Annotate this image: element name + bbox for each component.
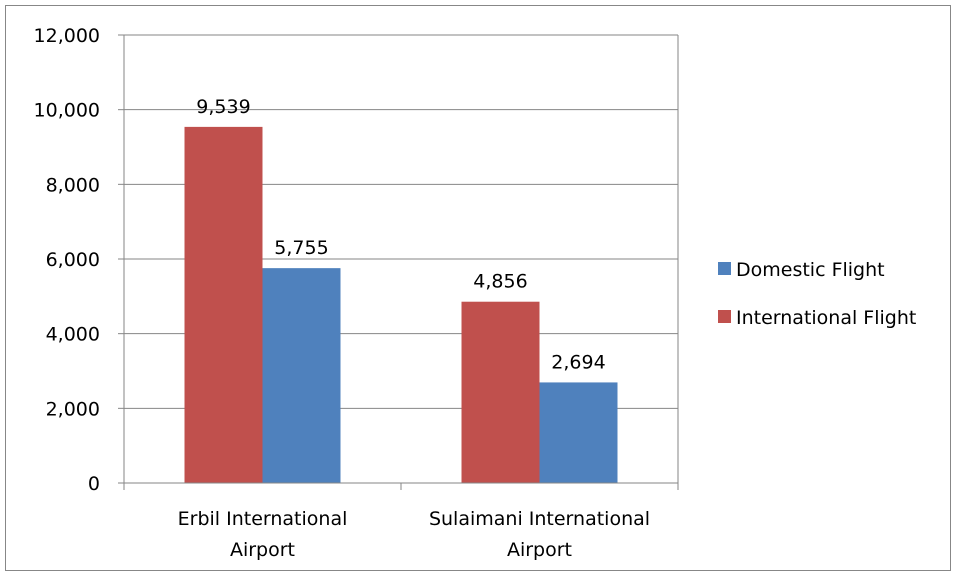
y-tick-labels: 0 2,000 4,000 6,000 8,000 10,000 12,000 xyxy=(34,25,100,495)
legend-label: Domestic Flight xyxy=(736,259,885,281)
legend-label: International Flight xyxy=(736,307,916,329)
bar xyxy=(461,301,540,483)
y-tick-label: 6,000 xyxy=(46,249,100,271)
y-tick-label: 4,000 xyxy=(46,324,100,346)
x-tick-label: Airport xyxy=(230,539,295,561)
data-label: 2,694 xyxy=(551,351,605,373)
bar xyxy=(262,268,341,483)
bars xyxy=(184,126,618,484)
y-tick-label: 12,000 xyxy=(34,25,100,47)
bar xyxy=(539,382,618,483)
legend: Domestic Flight International Flight xyxy=(718,259,916,329)
x-tick-labels: Erbil International Airport Sulaimani Inte… xyxy=(178,508,650,561)
y-tick-label: 2,000 xyxy=(46,398,100,420)
legend-swatch xyxy=(718,310,731,323)
y-tick-label: 10,000 xyxy=(34,100,100,122)
x-tick-label: Airport xyxy=(507,539,572,561)
data-label: 5,755 xyxy=(274,237,328,259)
y-tick-label: 0 xyxy=(88,473,100,495)
data-labels: 9,539 5,755 4,856 2,694 xyxy=(196,96,605,374)
x-tick-label: Erbil International xyxy=(178,508,348,530)
y-tick-label: 8,000 xyxy=(46,174,100,196)
x-tick-label: Sulaimani International xyxy=(429,508,650,530)
data-label: 9,539 xyxy=(196,96,250,118)
bar xyxy=(184,126,263,484)
data-label: 4,856 xyxy=(473,271,527,293)
legend-swatch xyxy=(718,262,731,275)
axes xyxy=(118,34,679,490)
